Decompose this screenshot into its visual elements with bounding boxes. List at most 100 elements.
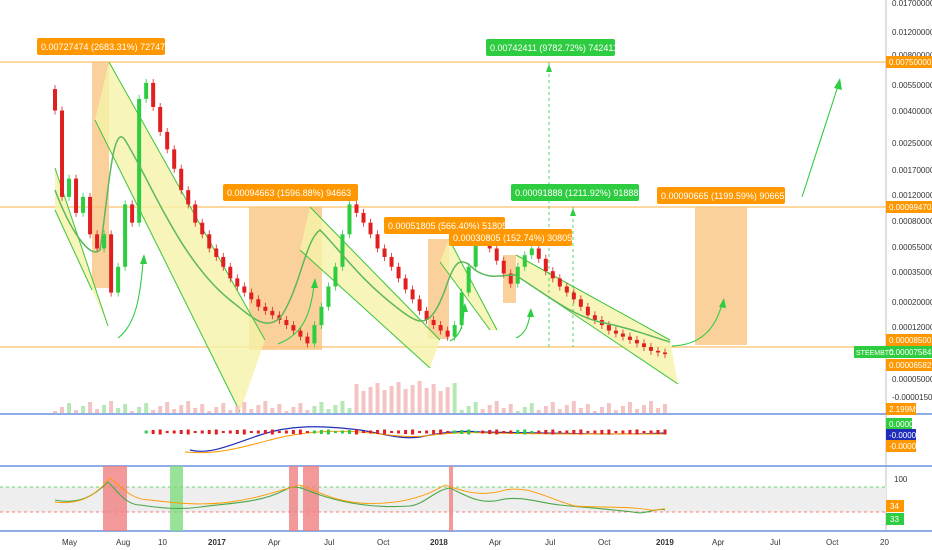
candle-body — [634, 339, 639, 344]
candle-body — [396, 266, 401, 279]
macd-histogram-bar — [453, 430, 457, 434]
candle-body — [354, 204, 359, 213]
volume-bar — [158, 406, 163, 413]
macd-histogram-bar — [572, 430, 576, 434]
volume-bar — [116, 408, 121, 413]
candle-body — [361, 212, 366, 223]
time-label: Jul — [545, 538, 555, 547]
volume-bar — [95, 409, 100, 413]
candle-body — [207, 234, 212, 249]
candle-body — [81, 196, 86, 213]
candle-body — [319, 306, 324, 326]
volume-bar — [536, 410, 541, 413]
time-axis[interactable]: May Aug 10 2017 Apr Jul Oct 2018 Apr Jul… — [62, 538, 889, 547]
price-badge — [886, 201, 932, 213]
annotation-text: 0.00742411 (9782.72%) 742411 — [490, 43, 618, 53]
macd-histogram-bar — [495, 429, 499, 435]
price-tick: 0.00400000 — [892, 107, 932, 116]
rsi-overbought-zone — [103, 466, 127, 531]
macd-histogram-bar — [558, 431, 562, 433]
candle-body — [550, 271, 555, 279]
candle-body — [67, 178, 72, 197]
macd-histogram-bar — [439, 429, 443, 435]
macd-histogram-bar — [488, 430, 492, 434]
candle-body — [221, 256, 226, 267]
candle-body — [501, 260, 506, 274]
candle-body — [193, 204, 198, 223]
macd-histogram-bar — [263, 430, 267, 434]
volume-bar — [144, 403, 149, 413]
annotation-box — [449, 229, 572, 246]
volume-bar — [571, 401, 576, 413]
candle-body — [508, 273, 513, 284]
volume-bar — [130, 411, 135, 413]
rsi-overbought-zone — [449, 466, 453, 531]
candle-body — [137, 98, 142, 223]
macd-histogram-bar — [621, 430, 625, 434]
annotation-box — [37, 38, 165, 55]
volume-bar — [501, 408, 506, 413]
volume-bar — [53, 411, 57, 413]
arrow-head-icon — [834, 78, 842, 90]
macd-histogram-bar — [151, 430, 155, 434]
annotation-text: 0.00094663 (1596.88%) 94663 — [227, 188, 351, 198]
volume-bar — [109, 401, 114, 413]
macd-badge-text: -0.0000 — [889, 442, 917, 451]
macd-histogram-bar — [362, 431, 366, 433]
annotation-box — [223, 184, 358, 201]
macd-histogram-bar — [333, 431, 337, 433]
candle-body — [375, 234, 380, 249]
price-axis[interactable]: 0.01700000 0.01200000 0.00800000 0.00550… — [892, 0, 932, 402]
rsi-axis-label: 100 — [894, 475, 908, 484]
macd-histogram-bar — [425, 430, 429, 434]
volume-bar — [179, 405, 184, 413]
macd-histogram-bar — [179, 430, 183, 434]
candle-body — [663, 352, 667, 355]
volume-bar — [543, 406, 548, 413]
volume-bar — [522, 407, 527, 413]
volume-bar — [347, 408, 352, 413]
candle-body — [109, 234, 114, 293]
time-label: Apr — [712, 538, 725, 547]
channel-line — [515, 254, 671, 341]
volume-bar — [375, 383, 380, 413]
price-badge-text: 0.00006582 — [889, 361, 932, 370]
time-label: 20 — [880, 538, 889, 547]
volume-bar — [515, 411, 520, 413]
volume-bar — [333, 405, 338, 413]
candle-body — [606, 325, 611, 331]
macd-histogram-bar — [312, 430, 316, 434]
macd-histogram-bar — [305, 431, 309, 433]
volume-bar — [578, 408, 583, 413]
annotation-text: 0.00090665 (1199.59%) 90665 — [661, 191, 784, 201]
price-badge-text: 0.00750000 — [889, 58, 932, 67]
volume-badge-text: 2.199M — [889, 405, 916, 414]
volume-bar — [592, 411, 597, 413]
volume-bar — [151, 410, 156, 413]
candle-body — [74, 178, 79, 213]
price-badges: 0.00750000 0.00099470 0.00008500 0.00007… — [854, 56, 932, 415]
volume-bar — [431, 384, 436, 413]
macd-histogram-bar — [284, 430, 288, 434]
candle-body — [172, 149, 177, 169]
macd-histogram-bar — [193, 431, 197, 433]
price-tick: 0.01200000 — [892, 28, 932, 37]
price-tick: 0.00250000 — [892, 139, 932, 148]
candle-body — [424, 310, 429, 320]
volume-bar — [424, 388, 429, 413]
rsi-oversold-zone — [170, 466, 183, 531]
volume-bar — [137, 407, 142, 413]
candle-body — [249, 292, 254, 300]
macd-histogram-bar — [509, 430, 513, 434]
volume-bar — [291, 407, 296, 413]
candle-body — [312, 325, 317, 344]
macd-histogram-bar — [404, 430, 408, 434]
macd-histogram-bar — [411, 429, 415, 435]
volume-bar — [326, 409, 331, 413]
macd-panel: 0.0000 -0.0000 -0.0000 — [144, 418, 917, 454]
macd-histogram-bar — [544, 430, 548, 434]
time-label: Oct — [598, 538, 611, 547]
macd-histogram-bar — [186, 429, 190, 435]
macd-histogram-bar — [593, 430, 597, 434]
